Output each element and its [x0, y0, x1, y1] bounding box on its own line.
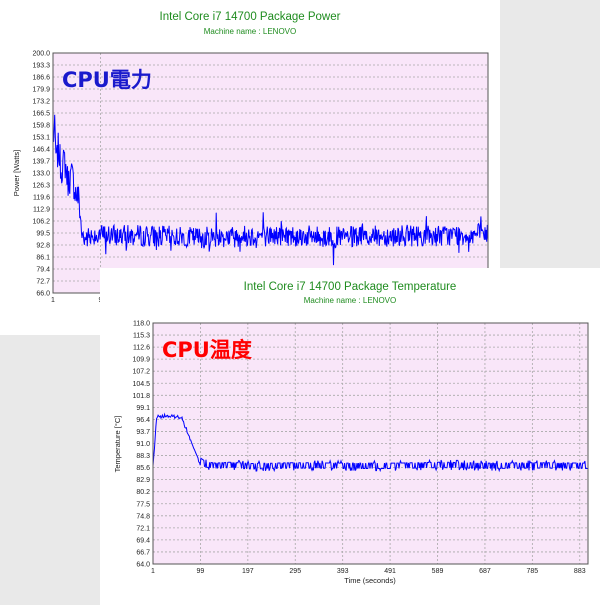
y-tick-label: 93.7	[136, 429, 150, 436]
y-tick-label: 146.4	[32, 147, 50, 154]
y-tick-label: 133.0	[32, 171, 50, 178]
y-tick-label: 200.0	[32, 51, 50, 58]
x-tick-label: 1	[51, 297, 55, 304]
y-tick-label: 186.6	[32, 75, 50, 82]
y-tick-label: 80.2	[136, 489, 150, 496]
power-chart: Intel Core i7 14700 Package Power Machin…	[12, 11, 489, 304]
y-tick-label: 109.9	[132, 357, 150, 364]
y-tick-label: 74.8	[136, 513, 150, 520]
y-tick-label: 126.3	[32, 183, 50, 190]
x-tick-label: 491	[384, 568, 396, 575]
series-line	[152, 412, 588, 473]
y-tick-label: 153.1	[32, 135, 50, 142]
x-tick-label: 197	[242, 568, 254, 575]
y-tick-label: 96.4	[136, 417, 150, 424]
y-tick-label: 119.6	[33, 195, 50, 202]
y-tick-label: 159.8	[32, 123, 50, 130]
plot-frame	[152, 322, 589, 565]
y-tick-label: 173.2	[32, 99, 50, 106]
y-tick-label: 99.5	[36, 231, 50, 238]
series-line	[52, 114, 489, 266]
y-axis-label: Temperature [°C]	[113, 416, 122, 473]
y-tick-label: 139.7	[32, 159, 50, 166]
y-tick-label: 77.5	[136, 501, 150, 508]
chart-title: Intel Core i7 14700 Package Temperature	[244, 281, 457, 293]
y-axis-label: Power [Watts]	[12, 150, 21, 196]
temperature-chart: Intel Core i7 14700 Package Temperature …	[113, 281, 589, 585]
x-tick-label: 785	[527, 568, 539, 575]
y-tick-label: 104.5	[132, 381, 150, 388]
x-tick-label: 295	[289, 568, 301, 575]
temperature-chart-panel: Intel Core i7 14700 Package Temperature …	[100, 268, 600, 605]
y-tick-label: 106.2	[32, 219, 50, 226]
power-chart-panel: Intel Core i7 14700 Package Power Machin…	[0, 0, 500, 335]
y-tick-label: 112.9	[33, 207, 50, 214]
y-tick-label: 88.3	[136, 453, 150, 460]
y-tick-label: 85.6	[136, 465, 150, 472]
y-tick-label: 64.0	[136, 562, 150, 569]
x-tick-label: 883	[574, 568, 586, 575]
y-tick-label: 66.7	[136, 549, 150, 556]
y-tick-label: 101.8	[132, 393, 150, 400]
y-tick-label: 91.0	[136, 441, 150, 448]
y-tick-label: 179.9	[32, 87, 50, 94]
x-tick-label: 99	[197, 568, 205, 575]
chart-subtitle: Machine name : LENOVO	[304, 296, 396, 305]
chart-title: Intel Core i7 14700 Package Power	[160, 11, 341, 23]
x-tick-label: 589	[432, 568, 444, 575]
y-tick-label: 86.1	[36, 255, 50, 262]
y-tick-label: 92.8	[36, 243, 50, 250]
y-tick-label: 66.0	[36, 291, 50, 298]
chart-subtitle: Machine name : LENOVO	[204, 27, 296, 36]
x-tick-label: 687	[479, 568, 491, 575]
y-tick-label: 99.1	[136, 405, 150, 412]
y-tick-label: 115.3	[133, 333, 150, 340]
power-overlay-label: CPU電力	[62, 68, 152, 92]
y-tick-label: 72.7	[36, 279, 50, 286]
y-tick-label: 112.6	[133, 345, 150, 352]
y-tick-label: 118.0	[133, 321, 150, 328]
y-tick-label: 69.4	[136, 537, 150, 544]
y-tick-label: 166.5	[32, 111, 50, 118]
x-axis-label: Time (seconds)	[344, 576, 396, 585]
temperature-overlay-label: CPU温度	[162, 338, 252, 362]
x-tick-label: 1	[151, 568, 155, 575]
y-tick-label: 193.3	[32, 63, 50, 70]
y-tick-label: 72.1	[136, 525, 150, 532]
y-tick-label: 79.4	[36, 267, 50, 274]
x-tick-label: 393	[337, 568, 349, 575]
y-tick-label: 82.9	[136, 477, 150, 484]
y-tick-label: 107.2	[132, 369, 150, 376]
